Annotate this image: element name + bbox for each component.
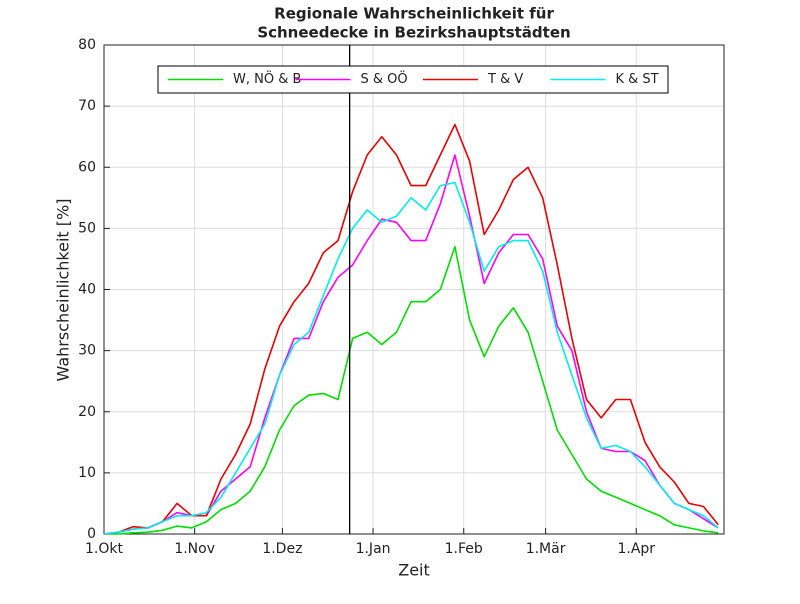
- legend-label: W, NÖ & B: [233, 70, 301, 87]
- y-tick-label: 20: [78, 404, 96, 420]
- x-tick-label: 1.Mär: [526, 541, 566, 557]
- y-tick-label: 0: [87, 526, 96, 542]
- legend-label: K & ST: [616, 72, 659, 87]
- y-tick-label: 80: [78, 37, 96, 53]
- x-tick-label: 1.Dez: [262, 541, 302, 557]
- y-tick-label: 10: [78, 465, 96, 481]
- series-line: [103, 123, 719, 535]
- y-tick-label: 60: [78, 159, 96, 175]
- x-tick-label: 1.Nov: [174, 541, 215, 557]
- x-tick-label: 1.Jan: [356, 541, 391, 557]
- series-line: [103, 181, 719, 535]
- legend-label: S & OÖ: [361, 70, 408, 87]
- y-axis-label: Wahrscheinlichkeit [%]: [54, 199, 73, 382]
- x-tick-label: 1.Feb: [445, 541, 483, 557]
- x-tick-label: 1.Apr: [617, 541, 655, 557]
- y-tick-label: 30: [78, 343, 96, 359]
- plot-frame: [103, 44, 725, 535]
- x-axis-label: Zeit: [398, 561, 430, 580]
- legend-label: T & V: [487, 72, 523, 87]
- x-tick-label: 1.Okt: [85, 541, 123, 557]
- chart-title: Regionale Wahrscheinlichkeit für: [274, 5, 554, 23]
- series-line: [104, 245, 719, 535]
- y-tick-label: 40: [78, 282, 96, 298]
- y-tick-label: 50: [78, 220, 96, 236]
- chart-title: Schneedecke in Bezirkshauptstädten: [257, 24, 570, 42]
- y-tick-label: 70: [78, 98, 96, 114]
